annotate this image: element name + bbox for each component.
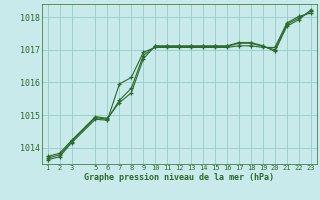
X-axis label: Graphe pression niveau de la mer (hPa): Graphe pression niveau de la mer (hPa) — [84, 173, 274, 182]
